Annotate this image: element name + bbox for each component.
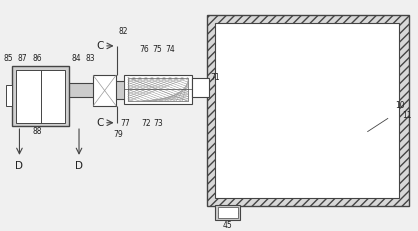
- Bar: [13, 66, 69, 126]
- Text: D: D: [15, 161, 23, 171]
- Bar: [207, 15, 409, 206]
- Text: 79: 79: [114, 130, 123, 139]
- Bar: [192, 78, 209, 97]
- Text: 87: 87: [18, 54, 28, 63]
- Bar: [218, 207, 238, 218]
- Text: 71: 71: [210, 73, 220, 82]
- Bar: [69, 83, 93, 97]
- Bar: [93, 75, 116, 106]
- Text: 72: 72: [141, 119, 150, 128]
- Bar: [128, 78, 188, 101]
- Bar: [124, 75, 192, 103]
- Text: 75: 75: [152, 45, 162, 54]
- Text: 77: 77: [120, 119, 130, 128]
- Text: 88: 88: [33, 127, 42, 136]
- Text: 11: 11: [402, 111, 412, 120]
- Text: 45: 45: [223, 221, 233, 230]
- Bar: [215, 205, 240, 220]
- Text: 86: 86: [33, 54, 42, 63]
- Text: C: C: [96, 118, 104, 128]
- Bar: [215, 23, 398, 198]
- Text: 76: 76: [140, 45, 149, 54]
- Text: D: D: [75, 161, 83, 171]
- Text: 82: 82: [119, 27, 128, 36]
- Bar: [116, 81, 124, 99]
- Text: 10: 10: [395, 101, 405, 110]
- Bar: [6, 85, 13, 106]
- Bar: [16, 70, 65, 123]
- Text: 84: 84: [72, 54, 82, 63]
- Text: 74: 74: [166, 45, 176, 54]
- Text: C: C: [96, 41, 104, 51]
- Text: 83: 83: [85, 54, 95, 63]
- Text: 85: 85: [3, 54, 13, 63]
- Text: 73: 73: [153, 119, 163, 128]
